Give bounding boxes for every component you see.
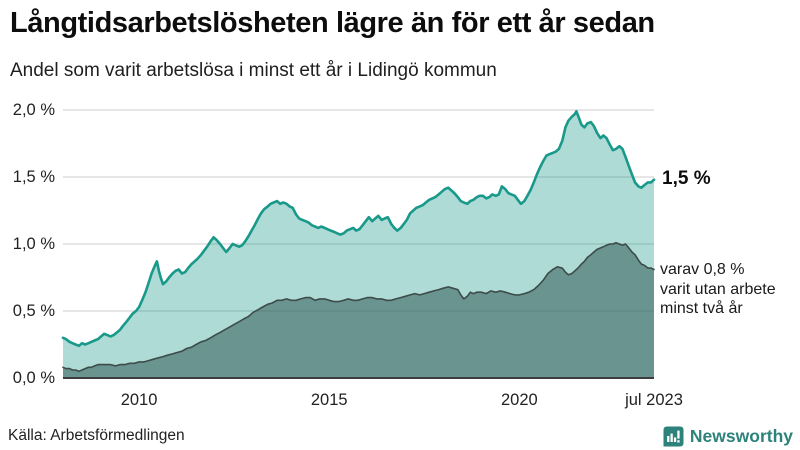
- y-tick-label: 0,0 %: [12, 369, 55, 387]
- series-end-label-one-year: 1,5 %: [662, 168, 711, 189]
- newsworthy-logo: Newsworthy: [663, 426, 793, 447]
- y-tick-label: 2,0 %: [12, 101, 55, 119]
- y-tick-label: 0,5 %: [12, 302, 55, 320]
- x-tick-label: 2015: [310, 391, 348, 409]
- y-tick-label: 1,5 %: [12, 168, 55, 186]
- y-tick-label: 1,0 %: [12, 235, 55, 253]
- newsworthy-wordmark: Newsworthy: [689, 426, 793, 446]
- page-title: Långtidsarbetslösheten lägre än för ett …: [10, 7, 655, 39]
- source-caption: Källa: Arbetsförmedlingen: [8, 427, 185, 444]
- newsworthy-icon: [663, 426, 684, 447]
- one-year-line: [61, 110, 656, 348]
- x-tick-label: 2020: [501, 391, 538, 409]
- x-tick-label: jul 2023: [625, 391, 683, 409]
- two-years-area: [63, 242, 654, 378]
- series-end-label-two-years: varav 0,8 % varit utan arbete minst två …: [660, 261, 776, 317]
- x-tick-label: 2010: [120, 391, 158, 409]
- chart-subtitle: Andel som varit arbetslösa i minst ett å…: [10, 60, 497, 81]
- two-years-line: [62, 241, 655, 373]
